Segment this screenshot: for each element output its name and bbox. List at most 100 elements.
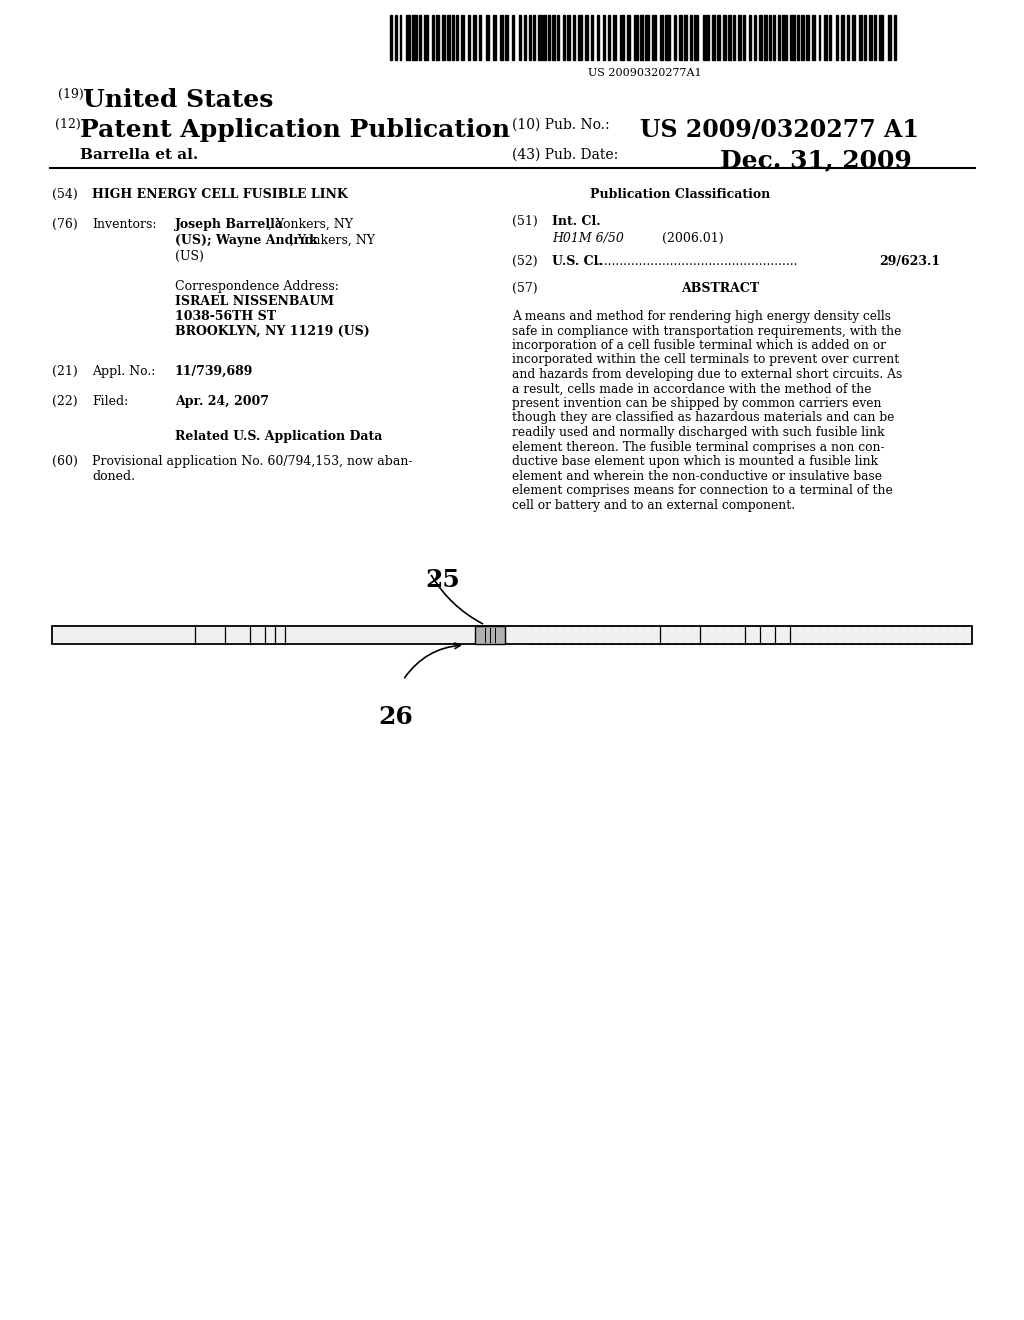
Text: ....................................................: ........................................… [592,255,798,268]
Text: element thereon. The fusible terminal comprises a non con-: element thereon. The fusible terminal co… [512,441,885,454]
Bar [750,15,751,59]
Bar [419,15,421,59]
Bar [478,15,481,59]
Bar [627,15,630,59]
Bar [512,15,514,59]
Bar [818,15,820,59]
Text: Filed:: Filed: [92,395,128,408]
Bar [461,15,464,59]
Bar [778,15,779,59]
Bar [828,15,831,59]
Bar [578,15,582,59]
Bar [591,15,593,59]
Bar [888,15,891,59]
Bar [572,15,575,59]
Bar [651,15,656,59]
Bar [552,15,555,59]
Text: (76): (76) [52,218,78,231]
Text: Related U.S. Application Data: Related U.S. Application Data [175,430,382,444]
Bar [733,15,735,59]
Bar [782,15,786,59]
Bar [557,15,559,59]
Bar [737,15,740,59]
Bar [475,626,505,644]
Bar [620,15,625,59]
Text: 1038-56TH ST: 1038-56TH ST [175,310,276,323]
Text: readily used and normally discharged with such fusible link: readily used and normally discharged wit… [512,426,885,440]
Bar [539,15,542,59]
Text: (60): (60) [52,455,78,469]
Text: Provisional application No. 60/794,153, now aban-: Provisional application No. 60/794,153, … [92,455,413,469]
Bar [802,15,804,59]
Text: Apr. 24, 2007: Apr. 24, 2007 [175,395,269,408]
Bar [406,15,411,59]
Bar [528,15,531,59]
Text: doned.: doned. [92,470,135,483]
Text: (43) Pub. Date:: (43) Pub. Date: [512,148,618,162]
Bar [728,15,731,59]
Text: (57): (57) [512,282,538,294]
Text: HIGH ENERGY CELL FUSIBLE LINK: HIGH ENERGY CELL FUSIBLE LINK [92,187,348,201]
Bar [390,15,392,59]
Text: 25: 25 [425,568,460,591]
Text: Int. Cl.: Int. Cl. [552,215,601,228]
Text: U.S. Cl.: U.S. Cl. [552,255,603,268]
Text: , Yonkers, NY: , Yonkers, NY [290,234,375,247]
Bar [468,15,470,59]
Bar [52,626,972,644]
Bar [791,15,795,59]
Bar [797,15,800,59]
Bar [473,15,476,59]
Bar [852,15,855,59]
Bar [694,15,698,59]
Bar [603,15,605,59]
Bar [485,15,488,59]
Text: Inventors:: Inventors: [92,218,157,231]
Bar [494,15,497,59]
Text: present invention can be shipped by common carriers even: present invention can be shipped by comm… [512,397,882,411]
Bar [640,15,643,59]
Bar [585,15,588,59]
Text: 11/739,689: 11/739,689 [175,366,253,378]
Text: (US); Wayne Andruk: (US); Wayne Andruk [175,234,317,247]
Text: cell or battery and to an external component.: cell or battery and to an external compo… [512,499,795,511]
Text: element comprises means for connection to a terminal of the: element comprises means for connection t… [512,484,893,498]
Bar [812,15,815,59]
Bar [456,15,458,59]
Bar [755,15,756,59]
Bar [635,15,638,59]
Text: safe in compliance with transportation requirements, with the: safe in compliance with transportation r… [512,325,901,338]
Bar [608,15,609,59]
Text: (12): (12) [55,117,81,131]
Bar [879,15,884,59]
Bar [742,15,744,59]
Bar [807,15,809,59]
Bar [712,15,716,59]
Bar [690,15,692,59]
Text: ductive base element upon which is mounted a fusible link: ductive base element upon which is mount… [512,455,878,469]
Text: Joseph Barrella: Joseph Barrella [175,218,284,231]
Bar [567,15,570,59]
Bar [424,15,428,59]
Text: (51): (51) [512,215,538,228]
Text: Appl. No.:: Appl. No.: [92,366,156,378]
Bar [859,15,862,59]
Text: (54): (54) [52,187,78,201]
Bar [659,15,664,59]
Text: 26: 26 [378,705,413,729]
Text: a result, cells made in accordance with the method of the: a result, cells made in accordance with … [512,383,871,396]
Text: (52): (52) [512,255,538,268]
Text: Barrella et al.: Barrella et al. [80,148,199,162]
Bar [432,15,434,59]
Text: US 20090320277A1: US 20090320277A1 [588,69,701,78]
Bar [534,15,536,59]
Bar [841,15,844,59]
Bar [894,15,896,59]
Bar [665,15,670,59]
Bar [645,15,649,59]
Text: Correspondence Address:: Correspondence Address: [175,280,339,293]
Bar [707,15,709,59]
Bar [399,15,401,59]
Bar [612,15,616,59]
Text: (2006.01): (2006.01) [662,232,724,246]
